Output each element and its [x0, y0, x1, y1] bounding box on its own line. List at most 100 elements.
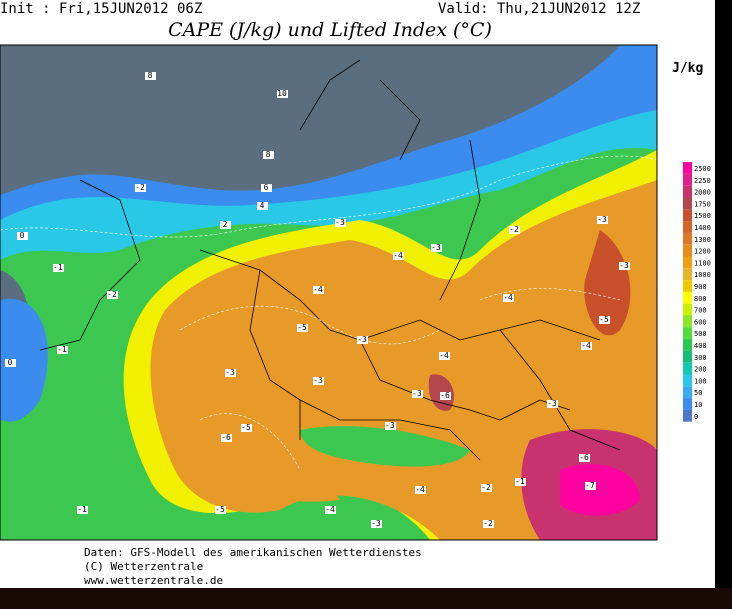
label-box [371, 520, 382, 528]
label-box [325, 506, 336, 514]
colorbar-label: 600 [694, 318, 707, 326]
colorbar-swatch [683, 185, 692, 198]
label-box [547, 400, 558, 408]
lifted-index-label: -3 [313, 376, 323, 385]
colorbar-label: 500 [694, 330, 707, 338]
colorbar-label: 1200 [694, 248, 711, 256]
label-box [440, 392, 451, 400]
label-box [53, 264, 64, 272]
lifted-index-label: -4 [325, 505, 335, 514]
label-box [515, 478, 526, 486]
label-box [503, 294, 514, 302]
colorbar-swatch [683, 291, 692, 304]
label-box [225, 369, 236, 377]
label-box [277, 90, 288, 98]
lifted-index-label: -3 [371, 519, 381, 528]
colorbar-label: 1300 [694, 236, 711, 244]
init-time: Init : Fri,15JUN2012 06Z [0, 1, 202, 17]
colorbar-swatch [683, 209, 692, 222]
lifted-index-label: -3 [225, 368, 235, 377]
label-box [357, 336, 368, 344]
right-border [715, 0, 732, 609]
label-box [241, 424, 252, 432]
colorbar-label: 1500 [694, 212, 711, 220]
label-box [313, 377, 324, 385]
colorbar-swatch [683, 350, 692, 363]
label-box [135, 184, 146, 192]
colorbar-swatch [683, 244, 692, 257]
lifted-index-label: -3 [412, 389, 422, 398]
colorbar-swatch [683, 398, 692, 410]
lifted-index-label: -4 [503, 293, 513, 302]
lifted-index-label: -2 [135, 183, 145, 192]
bottom-border [0, 588, 732, 609]
colorbar-swatch [683, 327, 692, 340]
colorbar-label: 400 [694, 342, 707, 350]
label-box [145, 72, 156, 80]
lifted-index-label: 8 [266, 150, 271, 159]
colorbar-label: 1000 [694, 271, 711, 279]
map [0, 44, 658, 541]
valid-time: Valid: Thu,21JUN2012 12Z [438, 1, 640, 17]
lifted-index-label: -5 [599, 315, 609, 324]
colorbar-swatch [683, 256, 692, 269]
lifted-index-label: -5 [297, 323, 307, 332]
label-box [220, 221, 231, 229]
chart-title: CAPE (J/kg) und Lifted Index (°C) [168, 19, 492, 41]
label-box [107, 291, 118, 299]
label-box [215, 506, 226, 514]
label-box [5, 359, 16, 367]
label-box [585, 482, 596, 490]
colorbar-label: 900 [694, 283, 707, 291]
lifted-index-label: -4 [439, 351, 449, 360]
colorbar-label: 800 [694, 295, 707, 303]
lifted-index-label: -4 [415, 485, 425, 494]
label-box [509, 226, 520, 234]
colorbar-label: 1750 [694, 200, 711, 208]
colorbar-swatch [683, 221, 692, 233]
colorbar-swatch [683, 268, 692, 281]
lifted-index-label: -6 [440, 391, 450, 400]
lifted-index-label: 10 [277, 89, 287, 98]
colorbar-swatch [683, 315, 692, 328]
label-box [412, 390, 423, 398]
label-box [257, 202, 268, 210]
lifted-index-label: -3 [547, 399, 557, 408]
colorbar-swatch [683, 303, 692, 316]
label-box [579, 454, 590, 462]
lifted-index-label: 4 [260, 201, 265, 210]
label-box [619, 262, 630, 270]
label-box [481, 484, 492, 492]
footer-line: Daten: GFS-Modell des amerikanischen Wet… [84, 546, 422, 559]
lifted-index-label: -6 [221, 433, 231, 442]
label-box [263, 151, 274, 159]
label-box [17, 232, 28, 240]
colorbar-label: 50 [694, 389, 702, 397]
lifted-index-label: -3 [431, 243, 441, 252]
label-box [431, 244, 442, 252]
lifted-index-label: -4 [313, 285, 323, 294]
lifted-index-label: 8 [148, 71, 153, 80]
label-box [393, 252, 404, 260]
unit-label: J/kg [672, 61, 703, 76]
colorbar-swatch [683, 280, 692, 292]
lifted-index-label: -3 [335, 218, 345, 227]
lifted-index-label: -2 [483, 519, 493, 528]
label-box [221, 434, 232, 442]
colorbar-label: 2500 [694, 165, 711, 173]
colorbar-label: 300 [694, 354, 707, 362]
label-box [581, 342, 592, 350]
lifted-index-label: -2 [481, 483, 491, 492]
lifted-index-label: -3 [619, 261, 629, 270]
lifted-index-label: -1 [515, 477, 525, 486]
colorbar-swatch [683, 386, 692, 399]
colorbar-swatch [683, 232, 692, 245]
lifted-index-label: -5 [215, 505, 225, 514]
label-box [261, 184, 272, 192]
lifted-index-label: 0 [20, 231, 25, 240]
colorbar-label: 100 [694, 377, 707, 385]
colorbar-swatch [683, 374, 692, 387]
label-box [483, 520, 494, 528]
colorbar: 2500225020001750150014001300120011001000… [683, 162, 711, 422]
